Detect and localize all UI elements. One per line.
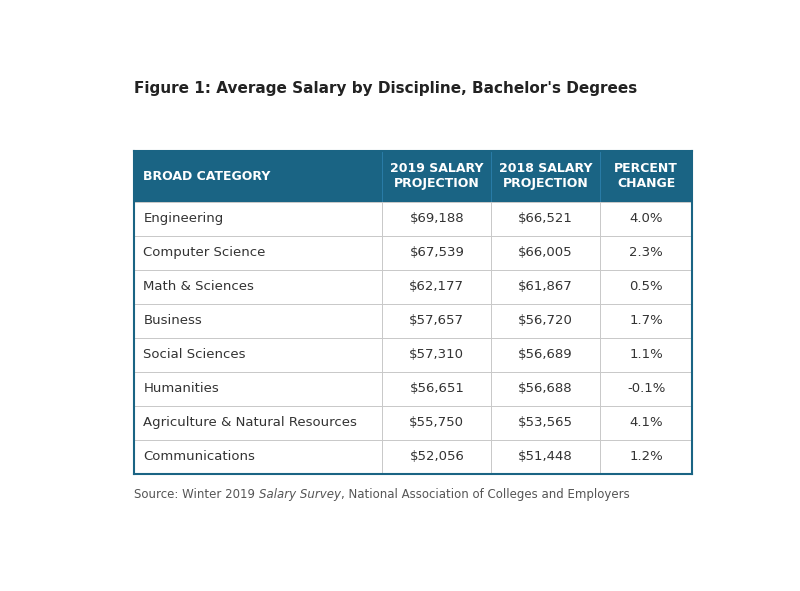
Text: $52,056: $52,056	[410, 450, 464, 463]
Text: $67,539: $67,539	[410, 246, 464, 259]
Text: $56,689: $56,689	[518, 348, 573, 361]
Bar	[134, 405, 692, 440]
Bar	[134, 337, 692, 372]
Text: $61,867: $61,867	[518, 280, 573, 293]
Text: , National Association of Colleges and Employers: , National Association of Colleges and E…	[341, 488, 630, 501]
Text: $55,750: $55,750	[410, 416, 464, 429]
Text: Source: Winter 2019: Source: Winter 2019	[134, 488, 259, 501]
Text: $56,720: $56,720	[518, 314, 573, 327]
Text: $51,448: $51,448	[518, 450, 573, 463]
Text: $62,177: $62,177	[410, 280, 464, 293]
Text: 2.3%: 2.3%	[629, 246, 663, 259]
Bar	[134, 202, 692, 236]
Text: PERCENT
CHANGE: PERCENT CHANGE	[614, 162, 678, 190]
Bar	[134, 151, 692, 202]
Text: 4.0%: 4.0%	[630, 212, 663, 225]
Text: $66,005: $66,005	[518, 246, 573, 259]
Text: Humanities: Humanities	[143, 382, 219, 395]
Text: $53,565: $53,565	[518, 416, 573, 429]
Text: 1.7%: 1.7%	[629, 314, 663, 327]
Text: Math & Sciences: Math & Sciences	[143, 280, 254, 293]
Bar	[134, 269, 692, 304]
Text: $57,657: $57,657	[410, 314, 464, 327]
Text: Computer Science: Computer Science	[143, 246, 266, 259]
Text: Salary Survey: Salary Survey	[259, 488, 341, 501]
Text: $69,188: $69,188	[410, 212, 464, 225]
Text: 1.2%: 1.2%	[629, 450, 663, 463]
Text: $56,651: $56,651	[410, 382, 464, 395]
Text: BROAD CATEGORY: BROAD CATEGORY	[143, 170, 270, 183]
Bar	[134, 236, 692, 269]
Text: -0.1%: -0.1%	[627, 382, 666, 395]
Bar	[134, 372, 692, 405]
Text: 0.5%: 0.5%	[630, 280, 663, 293]
Text: Agriculture & Natural Resources: Agriculture & Natural Resources	[143, 416, 358, 429]
Text: Engineering: Engineering	[143, 212, 224, 225]
Text: 4.1%: 4.1%	[630, 416, 663, 429]
Text: $66,521: $66,521	[518, 212, 573, 225]
Bar	[134, 440, 692, 473]
Text: $57,310: $57,310	[410, 348, 464, 361]
Text: 2018 SALARY
PROJECTION: 2018 SALARY PROJECTION	[499, 162, 592, 190]
Text: Figure 1: Average Salary by Discipline, Bachelor's Degrees: Figure 1: Average Salary by Discipline, …	[134, 81, 638, 96]
Text: Social Sciences: Social Sciences	[143, 348, 246, 361]
Text: Communications: Communications	[143, 450, 255, 463]
Bar	[134, 304, 692, 337]
Text: $56,688: $56,688	[518, 382, 573, 395]
Text: Business: Business	[143, 314, 202, 327]
Text: 1.1%: 1.1%	[629, 348, 663, 361]
Text: 2019 SALARY
PROJECTION: 2019 SALARY PROJECTION	[390, 162, 483, 190]
